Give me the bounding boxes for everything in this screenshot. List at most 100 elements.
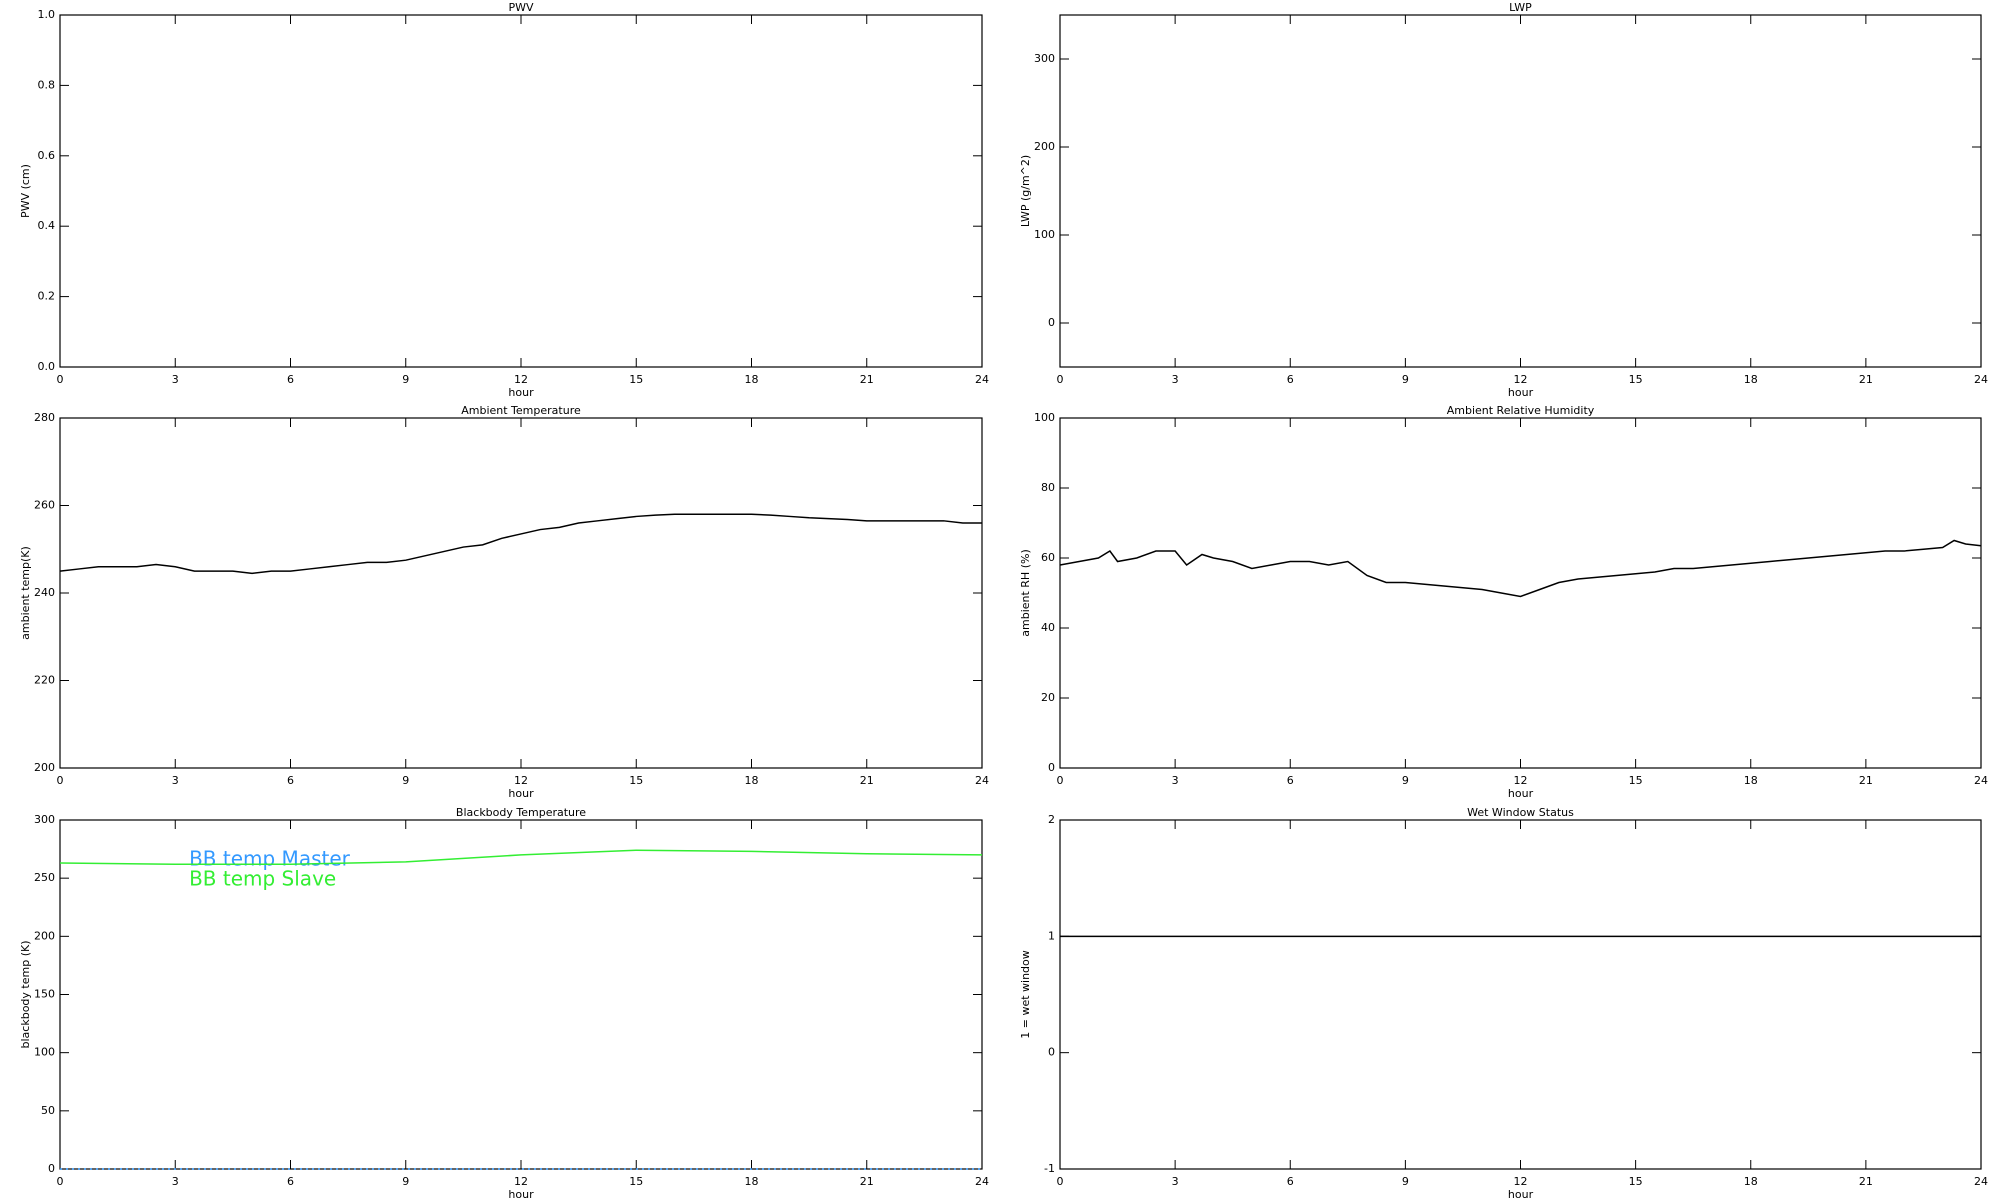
x-tick-label: 24 bbox=[1974, 1175, 1988, 1188]
x-tick-label: 24 bbox=[975, 373, 989, 386]
x-axis-label: hour bbox=[1508, 386, 1534, 399]
y-axis-label: ambient temp(K) bbox=[19, 546, 32, 640]
y-tick-label: 240 bbox=[34, 586, 55, 599]
y-tick-label: 0 bbox=[48, 1162, 55, 1175]
x-tick-label: 6 bbox=[287, 774, 294, 787]
x-tick-label: 3 bbox=[172, 1175, 179, 1188]
y-tick-label: 260 bbox=[34, 499, 55, 512]
data-line bbox=[59, 513, 982, 575]
x-tick-label: 3 bbox=[172, 774, 179, 787]
y-tick-label: 300 bbox=[1034, 52, 1055, 65]
x-tick-label: 6 bbox=[1287, 774, 1294, 787]
x-tick-label: 12 bbox=[1514, 1175, 1528, 1188]
x-tick-label: 15 bbox=[629, 373, 643, 386]
x-tick-label: 3 bbox=[1172, 373, 1179, 386]
y-tick-label: 0.0 bbox=[38, 360, 56, 373]
y-axis-label: LWP (g/m^2) bbox=[1019, 155, 1032, 227]
plot-frame bbox=[59, 417, 983, 769]
y-tick-label: 200 bbox=[1034, 140, 1055, 153]
y-tick-label: 0 bbox=[1048, 316, 1055, 329]
x-tick-label: 15 bbox=[1629, 774, 1643, 787]
plot-frame bbox=[1059, 417, 1982, 769]
y-axis-label: PWV (cm) bbox=[19, 164, 32, 218]
x-tick-label: 12 bbox=[514, 373, 528, 386]
x-tick-label: 9 bbox=[402, 774, 409, 787]
plot-frame bbox=[59, 14, 983, 368]
x-tick-label: 15 bbox=[1629, 1175, 1643, 1188]
y-tick-label: -1 bbox=[1044, 1162, 1055, 1175]
x-tick-label: 15 bbox=[1629, 373, 1643, 386]
x-tick-label: 21 bbox=[860, 373, 874, 386]
chart-title: Blackbody Temperature bbox=[456, 806, 586, 819]
x-tick-label: 9 bbox=[1402, 1175, 1409, 1188]
legend-entry: BB temp Slave bbox=[189, 867, 336, 891]
chart-title: Wet Window Status bbox=[1467, 806, 1574, 819]
x-tick-label: 12 bbox=[514, 1175, 528, 1188]
plot-frame bbox=[1059, 14, 1982, 368]
y-tick-label: 200 bbox=[34, 929, 55, 942]
x-tick-label: 3 bbox=[1172, 1175, 1179, 1188]
y-tick-label: 220 bbox=[34, 674, 55, 687]
x-tick-label: 15 bbox=[629, 1175, 643, 1188]
x-tick-label: 21 bbox=[860, 1175, 874, 1188]
y-tick-label: 1.0 bbox=[38, 8, 56, 21]
y-axis-label: ambient RH (%) bbox=[1019, 549, 1032, 637]
y-tick-label: 0 bbox=[1048, 1046, 1055, 1059]
x-tick-label: 21 bbox=[1859, 1175, 1873, 1188]
x-tick-label: 9 bbox=[1402, 774, 1409, 787]
chart-title: LWP bbox=[1509, 1, 1532, 14]
y-tick-label: 0 bbox=[1048, 761, 1055, 774]
x-tick-label: 24 bbox=[975, 774, 989, 787]
x-tick-label: 24 bbox=[1974, 373, 1988, 386]
y-tick-label: 80 bbox=[1041, 481, 1055, 494]
x-tick-label: 18 bbox=[745, 774, 759, 787]
y-tick-label: 0.8 bbox=[38, 78, 56, 91]
x-tick-label: 3 bbox=[1172, 774, 1179, 787]
x-tick-label: 6 bbox=[1287, 1175, 1294, 1188]
x-tick-label: 9 bbox=[402, 373, 409, 386]
y-tick-label: 50 bbox=[41, 1104, 55, 1117]
x-tick-label: 12 bbox=[514, 774, 528, 787]
y-tick-label: 0.4 bbox=[38, 219, 56, 232]
y-axis-label: 1 = wet window bbox=[1019, 950, 1032, 1039]
chart-title: Ambient Temperature bbox=[461, 404, 581, 417]
x-tick-label: 9 bbox=[1402, 373, 1409, 386]
y-tick-label: 300 bbox=[34, 813, 55, 826]
x-tick-label: 12 bbox=[1514, 774, 1528, 787]
x-tick-label: 15 bbox=[629, 774, 643, 787]
x-tick-label: 0 bbox=[1057, 373, 1064, 386]
x-tick-label: 24 bbox=[975, 1175, 989, 1188]
y-tick-label: 100 bbox=[34, 1046, 55, 1059]
x-tick-label: 18 bbox=[745, 373, 759, 386]
x-tick-label: 18 bbox=[1744, 1175, 1758, 1188]
x-tick-label: 0 bbox=[57, 373, 64, 386]
x-tick-label: 24 bbox=[1974, 774, 1988, 787]
x-tick-label: 3 bbox=[172, 373, 179, 386]
y-tick-label: 250 bbox=[34, 871, 55, 884]
legend-entry: BB temp Master bbox=[189, 847, 351, 871]
y-tick-label: 100 bbox=[1034, 228, 1055, 241]
x-axis-label: hour bbox=[508, 386, 534, 399]
x-tick-label: 0 bbox=[1057, 774, 1064, 787]
plot-frame bbox=[1059, 819, 1982, 1170]
y-tick-label: 150 bbox=[34, 988, 55, 1001]
y-tick-label: 2 bbox=[1048, 813, 1055, 826]
x-tick-label: 18 bbox=[1744, 373, 1758, 386]
y-tick-label: 0.2 bbox=[38, 290, 56, 303]
x-tick-label: 18 bbox=[745, 1175, 759, 1188]
x-tick-label: 6 bbox=[1287, 373, 1294, 386]
x-axis-label: hour bbox=[1508, 787, 1534, 800]
y-tick-label: 280 bbox=[34, 411, 55, 424]
x-tick-label: 9 bbox=[402, 1175, 409, 1188]
y-tick-label: 0.6 bbox=[38, 149, 56, 162]
x-tick-label: 12 bbox=[1514, 373, 1528, 386]
y-tick-label: 20 bbox=[1041, 691, 1055, 704]
x-axis-label: hour bbox=[508, 787, 534, 800]
chart-title: Ambient Relative Humidity bbox=[1447, 404, 1595, 417]
x-tick-label: 0 bbox=[57, 774, 64, 787]
x-axis-label: hour bbox=[1508, 1188, 1534, 1200]
data-line bbox=[1059, 539, 1982, 598]
x-tick-label: 21 bbox=[860, 774, 874, 787]
x-axis-label: hour bbox=[508, 1188, 534, 1200]
x-tick-label: 6 bbox=[287, 373, 294, 386]
